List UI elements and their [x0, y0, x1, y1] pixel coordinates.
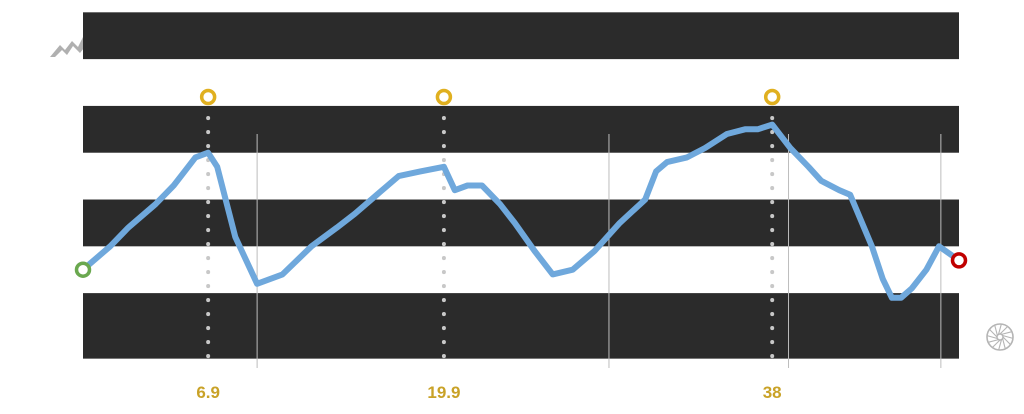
dark-band-3 [83, 12, 959, 60]
chart-bands [83, 12, 959, 359]
x-tick-label-2: 38 [763, 383, 782, 402]
elevation-line [80, 121, 962, 301]
elevation-series [80, 121, 962, 301]
dark-band-1 [83, 199, 959, 247]
x-tick-labels: 6.9 19.9 38 [196, 383, 781, 402]
peak-guides [206, 116, 775, 364]
peak-marker-1 [435, 88, 453, 106]
x-tick-label-0: 6.9 [196, 383, 220, 402]
end-marker [950, 252, 968, 269]
x-tick-label-1: 19.9 [427, 383, 460, 402]
start-marker [74, 261, 92, 278]
dark-band-2 [83, 105, 959, 153]
peak-marker-0 [199, 88, 217, 106]
route-markers [74, 88, 968, 278]
wheel-icon [986, 323, 1014, 351]
dark-band-0 [83, 293, 959, 359]
peak-marker-2 [763, 88, 781, 106]
